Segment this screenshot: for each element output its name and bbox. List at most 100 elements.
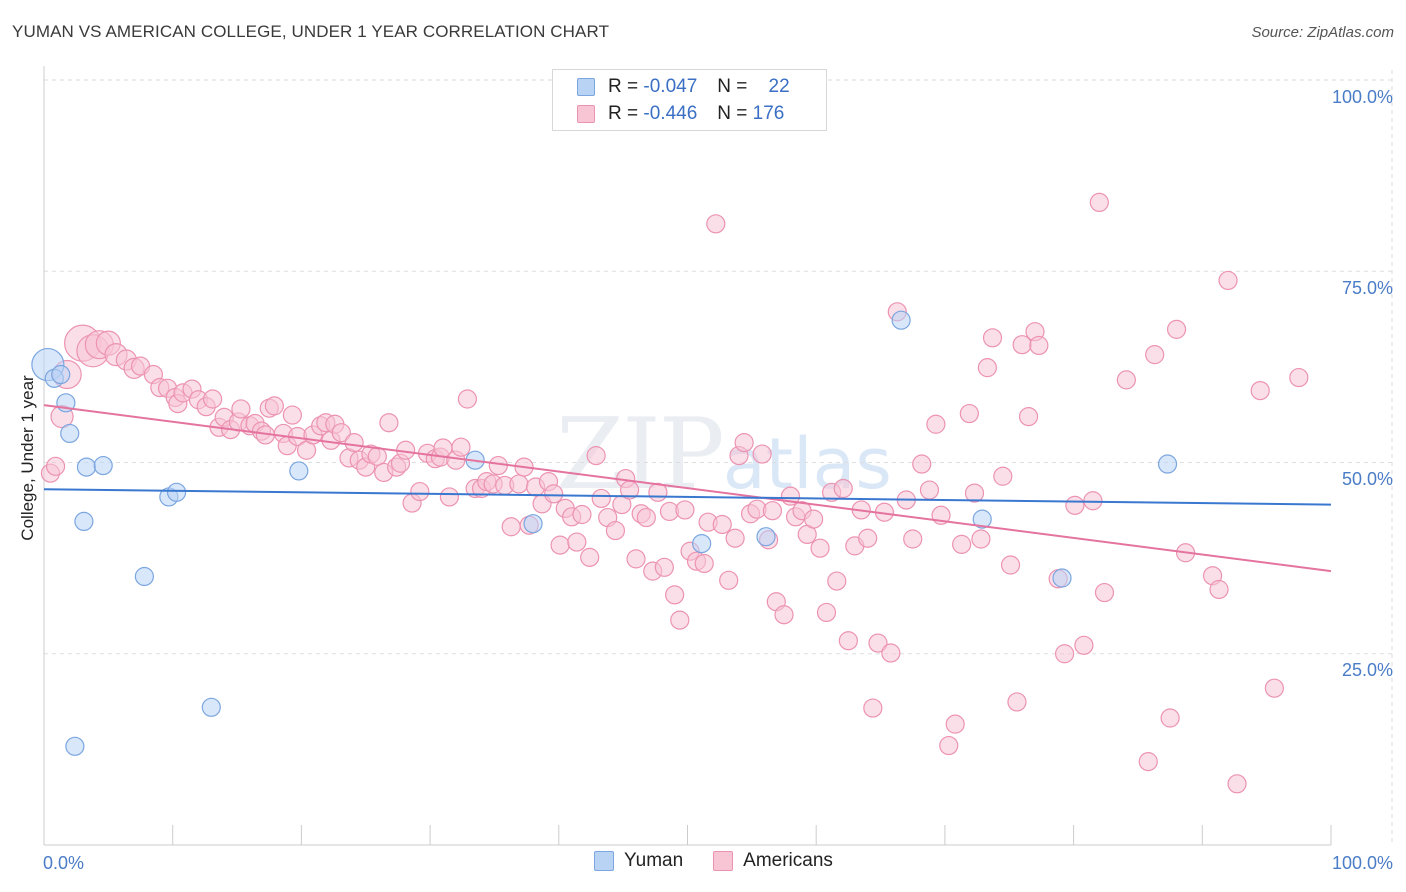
americans-point (919, 480, 940, 500)
americans-point (706, 214, 726, 234)
x-tick-label-max: 100.0% (1332, 853, 1393, 873)
americans-point (838, 631, 858, 651)
yuman-point (93, 455, 113, 476)
americans-point (1094, 582, 1115, 603)
americans-point (816, 602, 837, 623)
yuman-point (74, 511, 94, 532)
yuman-point (972, 509, 992, 529)
americans-point (1054, 644, 1075, 664)
series-legend-yuman[interactable]: Yuman (594, 850, 683, 872)
americans-point (774, 605, 794, 625)
americans-point (833, 478, 853, 499)
legend-row-americans: R = -0.446 N = 176 (577, 102, 784, 126)
americans-point (903, 529, 923, 549)
americans-point (719, 570, 739, 590)
americans-point (1074, 635, 1094, 655)
y-axis-label: College, Under 1 year (18, 375, 37, 541)
series-legend-americans[interactable]: Americans (713, 850, 833, 872)
yuman-points (31, 310, 1178, 756)
series-legend: Yuman Americans (594, 850, 863, 872)
americans-point (712, 514, 732, 535)
americans-point (939, 735, 959, 756)
series-swatch-yuman (594, 851, 614, 871)
americans-point (952, 534, 972, 554)
trend-lines (43, 404, 1332, 573)
americans-point (1218, 270, 1238, 291)
americans-point (1000, 555, 1021, 575)
series-label-yuman: Yuman (624, 850, 684, 871)
americans-point (868, 633, 888, 653)
americans-point (1029, 335, 1049, 356)
americans-point (1227, 774, 1247, 794)
americans-point (675, 500, 695, 520)
americans-point (488, 455, 508, 476)
legend-row-yuman: R = -0.047 N = 22 (577, 75, 790, 99)
americans-trend-line (43, 404, 1332, 573)
yuman-point (523, 514, 543, 534)
americans-point (959, 403, 979, 424)
americans-point (264, 396, 284, 416)
yuman-point (76, 457, 97, 477)
americans-point (1145, 345, 1165, 365)
americans-point (379, 413, 399, 433)
americans-point (45, 456, 66, 476)
americans-point (367, 446, 387, 466)
americans-point (654, 557, 674, 577)
americans-point (810, 538, 830, 558)
americans-point (331, 423, 351, 443)
yuman-point (289, 461, 309, 481)
americans-point (804, 509, 824, 529)
axis-layer (43, 66, 1332, 846)
americans-point (580, 547, 600, 567)
americans-point (605, 520, 626, 541)
americans-point (964, 483, 985, 503)
americans-point (451, 437, 471, 457)
americans-point (1138, 752, 1158, 772)
legend-r-value: -0.446 (643, 103, 698, 124)
legend-r-label: R = (608, 76, 639, 97)
legend-r-value: -0.047 (643, 76, 698, 97)
americans-point (670, 610, 690, 630)
americans-point (1116, 370, 1136, 390)
americans-point (912, 454, 932, 474)
americans-point (572, 504, 592, 525)
yuman-point (756, 527, 776, 547)
legend-n-label: N = (717, 103, 748, 124)
americans-points (40, 192, 1309, 794)
x-tick-label-min: 0.0% (43, 853, 84, 873)
americans-point (762, 501, 783, 521)
americans-point (550, 535, 570, 555)
americans-point (694, 553, 714, 574)
americans-point (863, 698, 883, 718)
americans-point (1160, 708, 1180, 728)
americans-point (858, 528, 878, 548)
americans-point (544, 484, 564, 504)
y-tick-label-50: 50.0% (1342, 469, 1393, 489)
yuman-point (51, 364, 71, 385)
americans-point (665, 585, 685, 605)
yuman-point (65, 736, 85, 756)
americans-point (626, 549, 646, 569)
americans-point (926, 414, 946, 434)
yuman-point (692, 533, 712, 554)
yuman-point (1052, 568, 1072, 588)
legend-swatch-yuman (577, 78, 595, 96)
yuman-point (60, 423, 80, 444)
legend-r-label: R = (608, 103, 639, 124)
americans-point (971, 529, 991, 549)
americans-point (231, 399, 251, 419)
americans-point (752, 444, 772, 464)
americans-point (1264, 678, 1284, 698)
americans-point (586, 446, 606, 466)
americans-point (827, 571, 847, 591)
legend-n-label: N = (717, 76, 748, 97)
americans-point (410, 481, 430, 502)
americans-point (725, 528, 745, 548)
americans-point (636, 507, 656, 528)
y-tick-label-75: 75.0% (1342, 278, 1393, 298)
yuman-point (134, 566, 154, 587)
americans-point (457, 389, 478, 409)
americans-point (567, 532, 587, 552)
americans-point (591, 488, 611, 509)
americans-point (734, 433, 754, 453)
